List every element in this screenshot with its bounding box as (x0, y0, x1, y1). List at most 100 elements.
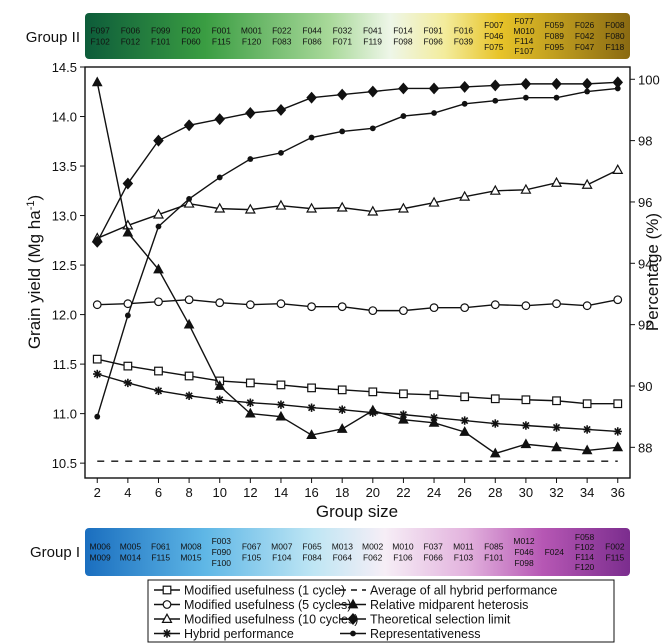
group-cell-label: F100 (212, 558, 232, 568)
modified-usefulness-5-cycles-point (490, 300, 500, 310)
legend-label-average-of-all-hybrid-performance: Average of all hybrid performance (370, 584, 557, 598)
group-cell-label: F115 (151, 553, 170, 563)
relative-midparent-heterosis-point (244, 407, 256, 418)
representativeness-line (96, 87, 618, 417)
group-cell-label: F062 (363, 553, 383, 563)
representativeness-point (492, 97, 499, 104)
group-cell-label: M007 (271, 542, 293, 552)
legend-label-modified-usefulness-10-cycles: Modified usefulness (10 cycles) (184, 613, 358, 627)
relative-midparent-heterosis-point (275, 410, 287, 421)
representativeness-point (155, 223, 162, 230)
y2-axis-label: Percentage (%) (643, 213, 662, 331)
y-tick-label: 12.5 (52, 258, 77, 273)
hybrid-performance-point (521, 421, 531, 430)
group-cell-label: M002 (362, 542, 384, 552)
hybrid-performance-point (582, 425, 592, 434)
representativeness-point (400, 113, 407, 119)
group-cell-label: M012 (513, 536, 535, 546)
y-tick-label: 14.5 (52, 60, 77, 75)
representativeness-point (124, 312, 131, 319)
theoretical-selection-limit-point (275, 103, 287, 116)
modified-usefulness-10-cycles-point (459, 190, 471, 201)
x-tick-label: 2 (94, 485, 101, 500)
y2-tick-label: 98 (638, 134, 652, 149)
x-tick-label: 4 (124, 485, 131, 500)
legend-marker-theoretical-selection-limit (347, 613, 359, 625)
relative-midparent-heterosis-line (96, 82, 618, 455)
hybrid-performance-point (307, 403, 316, 412)
group-cell-label: F046 (484, 31, 504, 41)
group-cell-label: F102 (575, 542, 595, 552)
theoretical-selection-limit-point (581, 77, 593, 90)
group-cell-label: F060 (181, 37, 201, 47)
group-cell-label: F024 (545, 547, 565, 557)
theoretical-selection-limit-point (490, 79, 501, 92)
modified-usefulness-1-cycle-point (368, 387, 378, 397)
y2-ticks: 88 90 92 94 96 98 100 (630, 72, 660, 455)
group-i-bar: Group I M006M009M005M014F061F115M008M015… (30, 528, 630, 576)
x-tick-label: 30 (519, 485, 533, 500)
group-cell-label: F003 (212, 536, 232, 546)
modified-usefulness-5-cycles-point (368, 306, 378, 316)
group-cell-label: F084 (302, 553, 322, 563)
group-cell-label: M011 (453, 542, 474, 552)
theoretical-selection-limit-point (367, 85, 379, 98)
modified-usefulness-5-cycles-point (337, 302, 347, 312)
group-cell-label: M015 (180, 553, 202, 563)
group-cell-label: F061 (151, 542, 171, 552)
group-cell-label: F089 (545, 31, 565, 41)
x-tick-label: 10 (212, 485, 226, 500)
representativeness-point (431, 110, 437, 116)
x-tick-label: 24 (427, 485, 441, 500)
theoretical-selection-limit-point (459, 80, 470, 93)
hybrid-performance-point (93, 369, 102, 379)
modified-usefulness-5-cycles-point (276, 299, 286, 309)
group-cell-label: F101 (151, 37, 171, 47)
y-tick-label: 10.5 (52, 456, 77, 471)
theoretical-selection-limit-point (520, 77, 532, 90)
relative-midparent-heterosis-point (122, 226, 134, 237)
modified-usefulness-1-cycle-point (337, 385, 347, 395)
hybrid-performance-point (491, 419, 500, 428)
y-axis-label-sup: -1 (25, 201, 37, 211)
modified-usefulness-10-cycles-point (612, 163, 624, 174)
group-cell-label: F120 (575, 562, 595, 572)
group-cell-label: F098 (514, 558, 534, 568)
group-cell-label: F097 (90, 26, 110, 36)
modified-usefulness-5-cycles-point (215, 298, 225, 308)
theoretical-selection-limit-point (91, 235, 103, 248)
representativeness-point (584, 88, 591, 95)
group-cell-label: F106 (393, 553, 413, 563)
group-ii-label: Group II (26, 29, 80, 46)
group-cell-label: F041 (363, 26, 383, 36)
representativeness-point (461, 100, 468, 107)
modified-usefulness-1-cycle-point (460, 392, 470, 402)
modified-usefulness-5-cycles-point (521, 301, 531, 311)
modified-usefulness-1-cycle-point (307, 383, 316, 393)
modified-usefulness-10-cycles-point (183, 197, 195, 208)
hybrid-performance-point (552, 423, 561, 432)
y-tick-label: 11.5 (53, 357, 77, 372)
y-tick-label: 14.0 (52, 110, 77, 125)
group-cell-label: F086 (302, 37, 322, 47)
group-cell-label: M014 (120, 553, 142, 563)
modified-usefulness-5-cycles-point (460, 303, 470, 313)
modified-usefulness-1-cycle-point (154, 366, 163, 376)
modified-usefulness-1-cycle-point (552, 396, 561, 406)
theoretical-selection-limit-line (96, 81, 618, 243)
theoretical-selection-limit-point (245, 107, 256, 119)
modified-usefulness-10-cycles-point (551, 176, 563, 187)
x-tick-label: 26 (457, 485, 471, 500)
x-tick-label: 36 (611, 485, 625, 500)
modified-usefulness-1-cycle-point (184, 371, 194, 381)
y-axis-label-close: ) (25, 195, 44, 201)
group-cell-label: F083 (272, 37, 292, 47)
group-cell-label: F091 (424, 26, 444, 36)
relative-midparent-heterosis-point (612, 441, 624, 452)
legend-label-modified-usefulness-5-cycles: Modified usefulness (5 cycles) (184, 598, 351, 612)
group-cell-label: F114 (575, 552, 594, 562)
modified-usefulness-5-cycles-point (399, 306, 408, 316)
